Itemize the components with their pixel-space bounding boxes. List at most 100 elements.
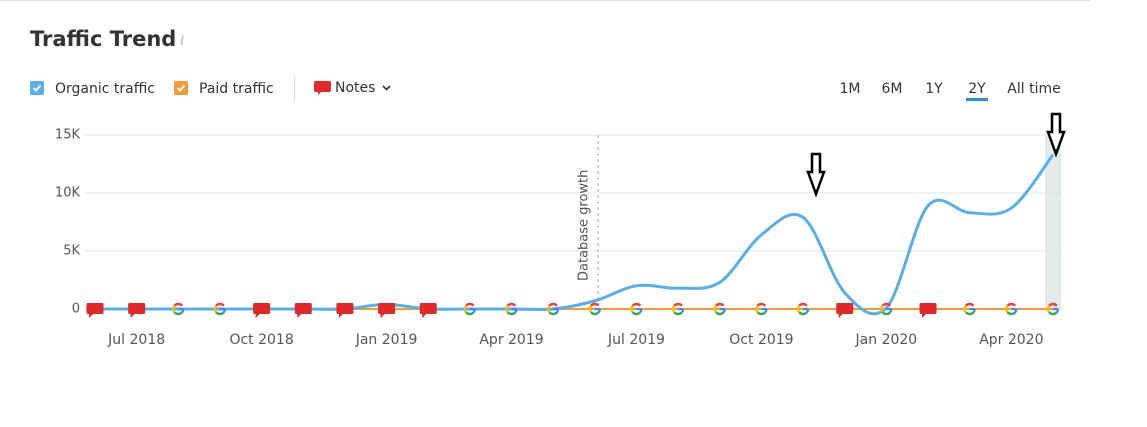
y-tick-label: 5K bbox=[63, 244, 80, 259]
period-button[interactable]: 6M bbox=[882, 81, 903, 97]
icon-arc bbox=[465, 311, 475, 316]
note-icon bbox=[336, 303, 354, 318]
icon-arc bbox=[213, 305, 218, 313]
arrow-annotation bbox=[806, 152, 826, 198]
period-button[interactable]: 1Y bbox=[925, 81, 943, 97]
check bbox=[176, 84, 186, 92]
note-icon bbox=[419, 303, 437, 318]
icon-arc bbox=[222, 308, 227, 313]
check bbox=[32, 84, 42, 92]
icon-arc bbox=[972, 308, 976, 313]
icon-arc bbox=[673, 302, 683, 307]
icon-arc bbox=[756, 311, 767, 316]
note-icon bbox=[86, 303, 104, 318]
icon-arc bbox=[514, 308, 518, 313]
icon-arc bbox=[764, 308, 768, 313]
icon-arc bbox=[556, 308, 560, 313]
google-update-icon bbox=[963, 302, 976, 316]
google-update-icon bbox=[463, 302, 477, 316]
icon-arc bbox=[506, 311, 517, 316]
icon-arc bbox=[755, 305, 759, 313]
google-update-icon bbox=[588, 302, 602, 316]
note-icon bbox=[294, 303, 312, 318]
icon-arc bbox=[756, 302, 767, 307]
google-update-icon bbox=[505, 302, 518, 316]
icon-arc bbox=[1046, 305, 1051, 313]
icon-arc bbox=[548, 311, 558, 316]
y-tick-label: 15K bbox=[55, 128, 81, 143]
icon-arc bbox=[506, 302, 517, 307]
x-tick-label: Jul 2018 bbox=[107, 332, 165, 348]
icon-arc bbox=[1014, 308, 1018, 313]
y-tick-label: 10K bbox=[55, 186, 81, 201]
legend-organic[interactable]: Organic traffic bbox=[55, 81, 155, 97]
x-tick-label: Jan 2020 bbox=[855, 332, 918, 348]
icon-arc bbox=[1005, 305, 1009, 313]
google-update-icon bbox=[671, 302, 685, 316]
icon-arc bbox=[715, 311, 725, 316]
note-icon bbox=[378, 303, 396, 318]
icon-arc bbox=[631, 302, 642, 307]
icon-arc bbox=[881, 311, 892, 316]
icon-arc bbox=[465, 302, 475, 307]
icon-arc bbox=[630, 305, 634, 313]
icon-arc bbox=[588, 305, 593, 313]
icon-arc bbox=[722, 308, 726, 313]
notes-button[interactable]: Notes bbox=[314, 80, 391, 96]
icon-arc bbox=[1006, 311, 1017, 316]
icon-arc bbox=[173, 311, 184, 316]
icon-arc bbox=[715, 302, 725, 307]
note-icon bbox=[128, 303, 146, 318]
icon-arc bbox=[463, 305, 468, 313]
icon-arc bbox=[798, 311, 808, 316]
icon-arc bbox=[215, 302, 225, 307]
icon-arc bbox=[172, 305, 176, 313]
note-icon bbox=[253, 303, 271, 318]
x-tick-label: Apr 2019 bbox=[479, 332, 543, 348]
icon-arc bbox=[671, 305, 676, 313]
icon-arc bbox=[1048, 302, 1058, 307]
icon-arc bbox=[590, 302, 600, 307]
x-tick-label: Jul 2019 bbox=[607, 332, 665, 348]
period-button[interactable]: All time bbox=[1007, 81, 1060, 97]
icon-arc bbox=[673, 311, 683, 316]
icon-arc bbox=[963, 305, 967, 313]
icon-arc bbox=[505, 305, 509, 313]
icon-arc bbox=[1048, 311, 1058, 316]
google-update-icon bbox=[172, 302, 185, 316]
icon-arc bbox=[796, 305, 801, 313]
icon-arc bbox=[964, 302, 975, 307]
icon-arc bbox=[880, 305, 884, 313]
icon-arc bbox=[590, 311, 600, 316]
note-icon bbox=[836, 303, 854, 318]
arrow-annotation bbox=[1046, 112, 1066, 158]
google-update-icon bbox=[755, 302, 768, 316]
x-tick-label: Jan 2019 bbox=[355, 332, 418, 348]
icon-arc bbox=[631, 311, 642, 316]
note-icon bbox=[919, 303, 937, 318]
icon-arc bbox=[881, 302, 892, 307]
active-underline bbox=[966, 98, 988, 101]
hover-band bbox=[1045, 135, 1061, 309]
info-icon[interactable]: i bbox=[180, 32, 184, 48]
series-line bbox=[95, 153, 1055, 316]
google-update-icon bbox=[213, 302, 227, 316]
google-update-icon bbox=[880, 302, 893, 316]
period-button[interactable]: 2Y bbox=[968, 81, 986, 97]
google-update-icon bbox=[1005, 302, 1018, 316]
y-tick-label: 0 bbox=[72, 302, 80, 317]
icon-arc bbox=[472, 308, 477, 313]
annotation-label: Database growth bbox=[577, 170, 592, 281]
google-update-icon bbox=[546, 302, 560, 316]
icon-arc bbox=[548, 302, 558, 307]
x-tick-label: Apr 2020 bbox=[979, 332, 1043, 348]
period-button[interactable]: 1M bbox=[840, 81, 861, 97]
x-tick-label: Oct 2019 bbox=[729, 332, 793, 348]
google-update-icon bbox=[796, 302, 810, 316]
icon-arc bbox=[964, 311, 975, 316]
widget-title: Traffic Trend bbox=[30, 27, 176, 51]
legend-paid[interactable]: Paid traffic bbox=[199, 81, 274, 97]
icon-arc bbox=[713, 305, 717, 313]
notes-label: Notes bbox=[335, 80, 375, 96]
icon-arc bbox=[215, 311, 225, 316]
